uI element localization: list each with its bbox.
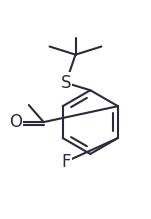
Text: O: O <box>9 113 22 131</box>
Text: F: F <box>61 153 71 171</box>
Text: S: S <box>61 74 71 92</box>
